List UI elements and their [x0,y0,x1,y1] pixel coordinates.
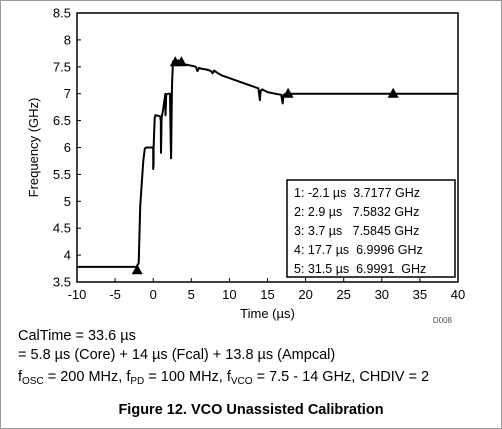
marker-legend-entry: 5: 31.5 µs 6.9991 GHz [294,262,426,276]
x-tick-label: 0 [150,287,157,302]
y-tick-label: 7 [64,86,71,101]
x-tick-label: -10 [68,287,87,302]
document-id: D008 [433,316,453,325]
y-tick-label: 7.5 [53,59,71,74]
y-tick-label: 6 [64,140,71,155]
x-tick-label: 30 [375,287,389,302]
y-tick-label: 5 [64,194,71,209]
x-tick-label: 25 [336,287,350,302]
y-tick-label: 4.5 [53,221,71,236]
marker-triangle-1 [131,264,143,275]
marker-triangle-3 [175,56,187,67]
marker-legend-entry: 3: 3.7 µs 7.5845 GHz [294,224,419,238]
fosc-value: = 200 MHz, [43,369,127,385]
x-tick-label: 40 [451,287,465,302]
figure-caption: Figure 12. VCO Unassisted Calibration [118,402,384,418]
frequency-settings-line: fOSC = 200 MHz, fPD = 100 MHz, fVCO = 7.… [18,368,429,388]
x-tick-label: 15 [260,287,274,302]
fosc-symbol: f [18,369,23,385]
vco-calibration-chart: 3.5 4 4.5 5 5.5 6 6.5 7 7.5 8 8.5 -10 -5 0 5 10 15 20 25 30… [26,6,465,326]
caltime-breakdown-line: = 5.8 µs (Core) + 14 µs (Fcal) + 13.8 µs… [18,347,336,363]
x-tick-label: 35 [413,287,427,302]
x-tick-label: 5 [188,287,195,302]
marker-legend-box [286,179,456,278]
y-tick-label: 8.5 [53,6,71,21]
y-tick-label: 5.5 [53,167,71,182]
fosc-subscript: OSC [22,376,44,387]
x-tick-label: -5 [109,287,121,302]
y-tick-label: 6.5 [53,113,71,128]
fvco-value: = 7.5 - 14 GHz, CHDIV = 2 [252,369,430,385]
y-tick-label: 3.5 [53,275,71,290]
y-tick-label: 8 [64,32,71,47]
marker-triangle-5 [387,87,399,98]
y-axis-title: Frequency (GHz) [26,98,41,198]
caltime-line: CalTime = 33.6 µs [18,328,136,344]
marker-legend-entry: 4: 17.7 µs 6.9996 GHz [294,243,423,257]
x-axis-title: Time (µs) [240,306,295,321]
marker-legend-entry: 1: -2.1 µs 3.7177 GHz [294,186,420,200]
fpd-value: = 100 MHz, [144,369,227,385]
x-tick-label: 10 [222,287,236,302]
x-tick-label: 20 [298,287,312,302]
fpd-symbol: f [126,369,131,385]
fpd-subscript: PD [130,376,145,387]
marker-legend-entry: 2: 2.9 µs 7.5832 GHz [294,205,419,219]
fvco-subscript: VCO [230,376,253,387]
fvco-symbol: f [226,369,231,385]
y-tick-label: 4 [64,248,71,263]
marker-triangle-4 [282,87,294,98]
